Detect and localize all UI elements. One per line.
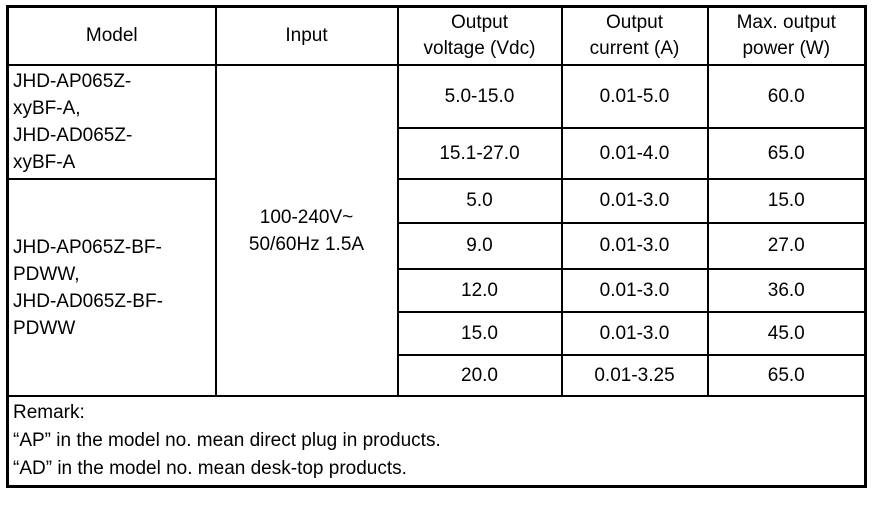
voltage-cell: 20.0 [396,354,563,397]
current-cell: 0.01-3.25 [560,354,709,397]
voltage-cell: 9.0 [396,222,563,270]
col-header-input: Input [214,5,399,66]
voltage-cell: 5.0-15.0 [396,63,563,130]
table-row: 20.0 0.01-3.25 65.0 [8,354,867,397]
power-cell: 60.0 [706,63,867,130]
col-header-current: Output current (A) [560,5,709,66]
power-cell: 27.0 [706,222,867,270]
table-row: 12.0 0.01-3.0 36.0 [8,268,867,313]
remark-line-ad: “AD” in the model no. mean desk-top prod… [13,458,407,479]
current-cell: 0.01-3.0 [560,222,709,270]
current-cell: 0.01-3.0 [560,268,709,313]
power-cell: 65.0 [706,354,867,397]
table-row: 15.1-27.0 0.01-4.0 65.0 [8,127,867,180]
remark-line-ap: “AP” in the model no. mean direct plug i… [13,430,441,451]
power-cell: 65.0 [706,127,867,180]
power-spec-table: Model Input Output voltage (Vdc) Output … [6,5,867,488]
current-cell: 0.01-3.0 [560,178,709,224]
power-cell: 15.0 [706,178,867,224]
power-cell: 36.0 [706,268,867,313]
voltage-cell: 12.0 [396,268,563,313]
voltage-cell: 5.0 [396,178,563,224]
power-cell: 45.0 [706,311,867,356]
table-row: JHD-AP065Z-BF- PDWW, JHD-AD065Z-BF- PDWW… [6,178,867,397]
voltage-cell: 15.0 [396,311,563,356]
model-group-1-cell: JHD-AP065Z- xyBF-A, JHD-AD065Z- xyBF-A [6,64,217,180]
remark-title: Remark: [13,402,85,423]
model-group-2-cell: JHD-AP065Z-BF- PDWW, JHD-AD065Z-BF- PDWW [6,178,217,397]
table-row: JHD-AP065Z- xyBF-A, JHD-AD065Z- xyBF-A 1… [6,63,867,397]
voltage-cell: 15.1-27.0 [396,127,563,180]
remark-row: Remark: “AP” in the model no. mean direc… [6,395,867,488]
table-header-row: Model Input Output voltage (Vdc) Output … [6,5,867,66]
table-row: 15.0 0.01-3.0 45.0 [8,311,867,356]
input-cell: 100-240V~ 50/60Hz 1.5A [214,64,399,397]
col-header-model: Model [6,5,217,66]
table-row: 9.0 0.01-3.0 27.0 [8,222,867,270]
col-header-power: Max. output power (W) [706,5,867,66]
remark-cell: Remark: “AP” in the model no. mean direc… [6,395,867,488]
current-cell: 0.01-5.0 [560,63,709,130]
col-header-voltage: Output voltage (Vdc) [396,5,563,66]
current-cell: 0.01-3.0 [560,311,709,356]
current-cell: 0.01-4.0 [560,127,709,180]
